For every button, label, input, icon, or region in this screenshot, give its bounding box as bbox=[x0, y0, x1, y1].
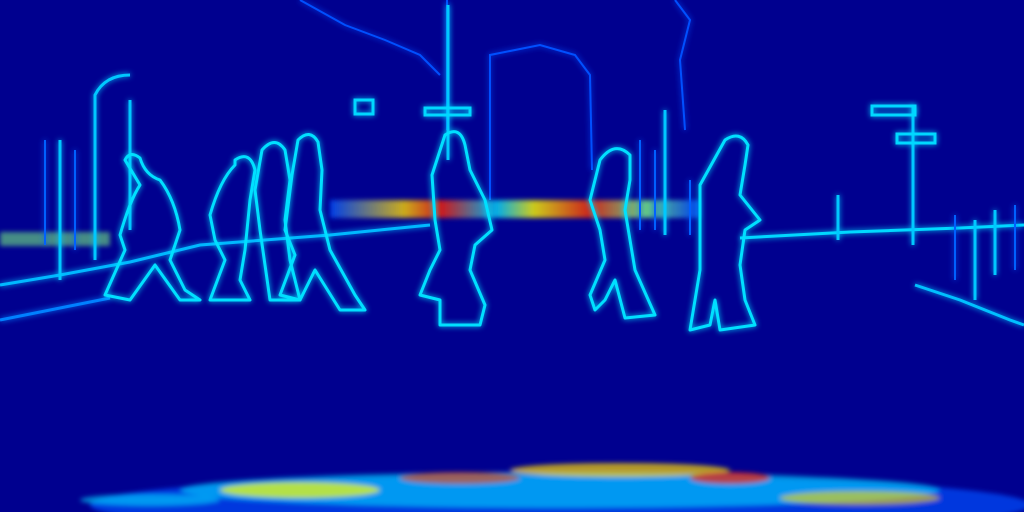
street-edges bbox=[0, 223, 1024, 327]
pedestrians bbox=[103, 130, 762, 332]
faint-edges bbox=[44, 140, 1016, 280]
pedestrian-4 bbox=[278, 133, 367, 312]
pedestrian-6 bbox=[588, 147, 657, 320]
pedestrian-5 bbox=[418, 130, 494, 327]
pedestrian-1 bbox=[103, 153, 202, 302]
horizon-hot-band bbox=[330, 200, 700, 218]
pedestrian-3 bbox=[253, 141, 302, 302]
pedestrian-2 bbox=[208, 155, 257, 302]
pedestrian-7 bbox=[688, 134, 762, 332]
horizon-left-band bbox=[0, 232, 110, 246]
signs bbox=[353, 98, 937, 145]
foreground-hood-band bbox=[80, 463, 1024, 512]
